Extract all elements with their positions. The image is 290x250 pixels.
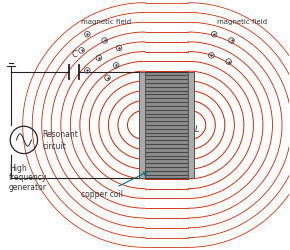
Text: magnetic field: magnetic field [81, 19, 131, 25]
Text: circuit: circuit [43, 142, 66, 152]
Bar [145, 72, 188, 178]
Text: frequency: frequency [9, 174, 47, 182]
Text: copper coil: copper coil [81, 172, 146, 199]
Text: C: C [71, 50, 77, 58]
Text: L: L [195, 126, 200, 134]
Text: High: High [9, 164, 27, 172]
Text: Resonant: Resonant [43, 130, 78, 140]
Text: magnetic field: magnetic field [217, 19, 267, 25]
Text: generator: generator [9, 184, 47, 192]
Bar [188, 72, 194, 178]
Bar [139, 72, 145, 178]
